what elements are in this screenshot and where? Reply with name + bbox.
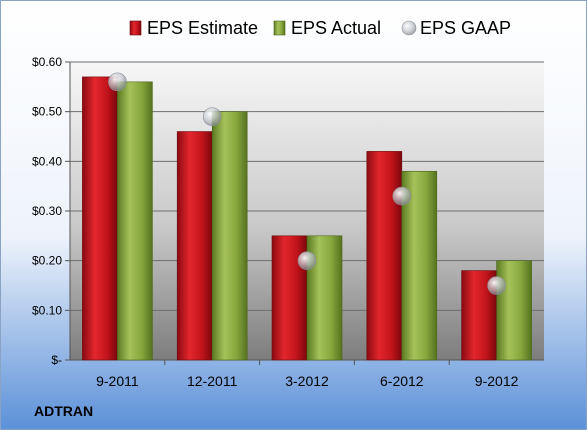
- y-tick-label: $0.10: [32, 303, 62, 317]
- bar-eps-actual: [211, 111, 248, 361]
- y-tick-label: $0.50: [32, 105, 62, 119]
- y-tick-label: $0.40: [32, 154, 62, 168]
- marker-eps-gaap: [487, 276, 506, 295]
- x-tick-label: 3-2012: [285, 373, 329, 389]
- bar-eps-estimate: [366, 151, 403, 361]
- bar-eps-estimate: [176, 131, 213, 361]
- x-tick-label: 9-2012: [475, 373, 519, 389]
- y-axis-ticks: $- $0.10 $0.20 $0.30 $0.40 $0.50 $0.60: [32, 55, 62, 367]
- y-tick-label: $0.60: [32, 55, 62, 69]
- legend: EPS Estimate EPS Actual EPS GAAP: [129, 18, 511, 38]
- legend-label: EPS GAAP: [420, 18, 511, 38]
- marker-eps-gaap: [297, 251, 317, 270]
- y-tick-label: $0.20: [32, 254, 62, 268]
- marker-eps-gaap: [108, 72, 127, 92]
- bar-eps-actual: [496, 260, 532, 361]
- legend-label: EPS Estimate: [147, 18, 258, 38]
- x-axis-ticks: 9-2011 12-2011 3-2012 6-2012 9-2012: [96, 373, 518, 389]
- x-tick-label: 12-2011: [187, 373, 238, 389]
- company-name: ADTRAN: [34, 403, 93, 419]
- x-tick-label: 9-2011: [96, 373, 139, 389]
- marker-eps-gaap: [392, 186, 412, 206]
- bar-eps-actual: [117, 81, 153, 361]
- bar-eps-estimate: [82, 76, 118, 361]
- marker-eps-gaap: [202, 107, 222, 126]
- legend-label: EPS Actual: [291, 18, 381, 38]
- legend-swatch-gaap: [401, 20, 417, 36]
- y-tick-label: $0.30: [32, 204, 62, 218]
- legend-swatch-actual: [273, 20, 286, 36]
- legend-swatch-estimate: [129, 20, 142, 36]
- y-tick-label: $-: [51, 353, 62, 367]
- gaap-markers: [108, 72, 506, 295]
- x-tick-label: 6-2012: [380, 373, 424, 389]
